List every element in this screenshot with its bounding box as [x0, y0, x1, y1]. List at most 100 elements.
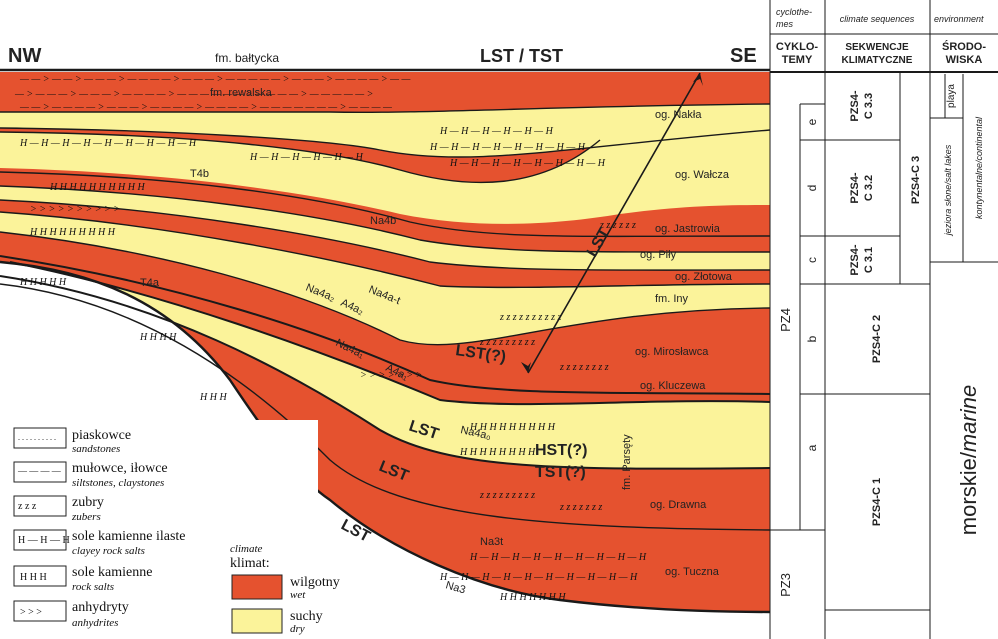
unit-nakla: og. Nakła [655, 109, 702, 121]
col-climate-en: climate sequences [840, 14, 915, 24]
line-pily-top [0, 185, 770, 253]
col-climate-pl-1: SEKWENCJE [845, 42, 909, 53]
env-playa: playa [946, 84, 957, 108]
texture-marks: — — > — — > — — — > — — — — > — — — > — … [14, 74, 647, 603]
header-formation-top: fm. bałtycka [215, 51, 279, 65]
column-table-bg [770, 0, 998, 639]
col-cyclothems-pl-2: TEMY [782, 54, 813, 66]
env-continental: kontynentalne/continental [974, 116, 984, 219]
legend-swatch-siltstones [13, 461, 67, 483]
unit-parsety: fm. Parsęty [621, 434, 633, 490]
col-cyclothems-pl-1: CYKLO- [776, 41, 819, 53]
legend-swatch-zubers [13, 495, 67, 517]
legend-anhydrites-en: anhydrites [72, 617, 118, 629]
legend-swatch-rock-salts [13, 565, 67, 587]
legend-swatch-sandstones [13, 427, 67, 449]
climate-seq-labels: PZS4- C 3.3 PZS4- C 3.2 PZS4- C 3.1 PZS4… [849, 90, 922, 526]
cyclo-e: e [805, 118, 819, 125]
texture-halite: H — H — H — H — H — H — H — H [429, 142, 586, 153]
legend-siltstones-en: siltstones, claystones [72, 477, 164, 489]
legend-anhydrites-pl: anhydryty [72, 600, 129, 615]
column-table: cyclothe- mes CYKLO- TEMY climate sequen… [769, 0, 998, 639]
col-cyclothems-en-2: mes [776, 19, 794, 29]
line-drawna-top [0, 283, 770, 531]
climate-c32-1: PZS4- [849, 172, 861, 204]
cyclo-pz3: PZ3 [778, 573, 793, 597]
texture-halite: H H H [199, 392, 227, 403]
line-iny-top [0, 211, 770, 289]
unit-rewalska: fm. rewalska [210, 87, 273, 99]
climate-c3: PZS4-C 3 [910, 156, 922, 204]
texture-siltstone: — — > — — > — — — > — — — — > — — — > — … [19, 74, 411, 85]
texture-halite: H — H — H — H — H — H — H — H [449, 158, 606, 169]
col-env-pl-2: WISKA [946, 54, 983, 66]
cyclo-d: d [805, 185, 819, 192]
texture-zubers: z z z z z z [599, 220, 636, 231]
lst-arrow-head-bottom [521, 362, 531, 373]
texture-halite: H — H — H — H — H — H [439, 126, 554, 137]
header-nw: NW [8, 45, 41, 67]
climate-c1: PZS4-C 1 [871, 478, 883, 526]
legend-clayey-salts-en: clayey rock salts [72, 545, 145, 557]
line-t4b-top [0, 127, 770, 158]
unit-walcza: og. Wałcza [675, 169, 730, 181]
legend: . . . . . . . . . . piaskowce sandstones… [8, 420, 340, 639]
texture-zubers: z z z z z z z z [559, 362, 609, 373]
line-miroslawca-top [0, 231, 770, 346]
env-marine-en: marine [956, 385, 981, 452]
header-systems-tract: LST / TST [480, 46, 563, 66]
line-parsety-base [0, 275, 770, 470]
texture-halite: H H H H H [19, 277, 67, 288]
col-env-en: environment [934, 14, 984, 24]
tract-lst-q: LST(?) [454, 342, 507, 366]
line-parsety-top [9, 261, 770, 406]
texture-halite: H H H H H H H H H [29, 227, 116, 238]
legend-siltstones-pl: mułowce, iłowce [72, 461, 168, 476]
legend-clayey-salts-marks: H — H — H [18, 535, 70, 546]
legend-zubers-en: zubers [71, 511, 101, 523]
texture-halite: H H H H [139, 332, 177, 343]
legend-dry-pl: suchy [290, 609, 323, 624]
texture-halite: H H H H H H H H [459, 447, 536, 458]
climate-c31-2: C 3.1 [863, 247, 875, 273]
legend-zubers-marks: z z z [18, 501, 37, 512]
col-climate-pl-2: KLIMATYCZNE [842, 55, 913, 66]
env-salt-lakes: jeziora słone/salt lakes [943, 144, 953, 236]
line-nakla-top [0, 103, 770, 114]
col-cyclothems-en-1: cyclothe- [776, 7, 812, 17]
line-base [0, 260, 770, 614]
col-env-pl-1: ŚRODO- [942, 40, 986, 53]
lst-arrow-line [527, 72, 701, 374]
legend-rock-salts-marks: H H H [20, 572, 47, 583]
cyclo-c: c [805, 257, 819, 263]
texture-halite: H H H H H H H [499, 592, 566, 603]
legend-siltstones-lines: — — — — [17, 466, 62, 476]
texture-zubers: z z z z z z z [559, 502, 602, 513]
texture-halite: H — H — H — H — H — H [249, 152, 364, 163]
texture-zubers: z z z z z z z z z [479, 490, 535, 501]
texture-anhydrite: > > > > > > > [360, 370, 422, 381]
texture-halite: H H H H H H H H H [469, 422, 556, 433]
legend-swatch-clayey-salts [13, 529, 67, 551]
unit-pily: og. Piły [640, 249, 677, 261]
climate-c32-2: C 3.2 [863, 175, 875, 201]
texture-anhydrite: > > > > > > > > > > [30, 204, 120, 215]
legend-swatch-dry [231, 608, 283, 634]
texture-siltstone: — > — — — > — — — > — — — — > — — — — — … [14, 89, 373, 100]
texture-halite: H — H — H — H — H — H — H — H — H — H [439, 572, 638, 583]
line-kluczewa-top [0, 255, 770, 395]
unit-tuczna: og. Tuczna [665, 566, 720, 578]
unit-na3t: Na3t [480, 536, 503, 548]
header-bar [0, 34, 770, 72]
cyclo-b: b [805, 335, 819, 342]
unit-kluczewa: og. Kluczewa [640, 380, 706, 392]
legend-wet-pl: wilgotny [290, 575, 340, 590]
legend-swatch-anhydrites [13, 600, 67, 622]
legend-rock-salts-pl: sole kamienne [72, 565, 152, 580]
legend-sandstones-pl: piaskowce [72, 428, 131, 443]
legend-climate-pl: klimat: [230, 556, 270, 571]
cyclo-a: a [805, 444, 819, 451]
legend-rock-salts-en: rock salts [72, 581, 114, 593]
texture-siltstone: — — > — — — — > — — — > — — — — > — — — … [19, 102, 392, 113]
